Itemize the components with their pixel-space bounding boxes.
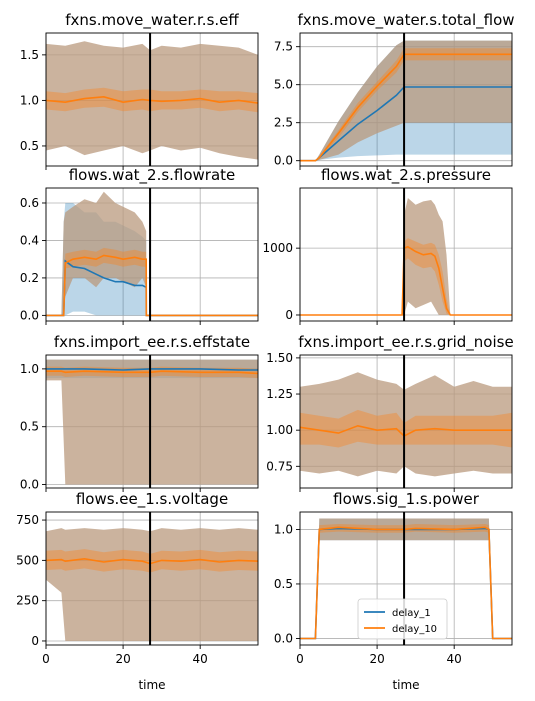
axes-frame (45, 511, 259, 646)
y-tick-label: 0.0 (20, 478, 39, 492)
x-tick-label: 0 (42, 652, 50, 666)
panel-2: 0.0 2.5 5.0 7.5 fxns.move_water.s.total_flow (274, 11, 515, 170)
y-tick-label: 1.0 (274, 522, 293, 536)
y-tick-label: 0.0 (274, 631, 293, 645)
axes-frame (45, 354, 259, 489)
y-tick-label: 0.5 (20, 420, 39, 434)
plot-area (46, 359, 258, 485)
y-tick-label: 0.4 (20, 233, 39, 247)
plot-area (46, 191, 258, 317)
plot-area (300, 518, 512, 640)
series-line-delay_10 (46, 254, 258, 317)
y-tick-label: 250 (16, 594, 39, 608)
axes-frame (299, 511, 513, 646)
band-outer-delay_10 (46, 359, 258, 485)
series-line-delay_10 (300, 526, 512, 640)
y-tick-label: 0 (285, 308, 293, 322)
panel-title: flows.ee_1.s.voltage (76, 490, 228, 509)
panel-1: 0.5 1.0 1.5 fxns.move_water.r.s.eff (20, 11, 259, 170)
plot-area (46, 41, 258, 160)
series-line-delay_10 (46, 557, 258, 565)
plot-area (300, 40, 512, 162)
band-outer-delay_10 (46, 191, 258, 316)
y-tick-label: 1.25 (266, 387, 293, 401)
panel-title: flows.wat_2.s.flowrate (69, 166, 236, 185)
band-inner-delay_10 (300, 48, 512, 161)
y-tick-label: 1.0 (20, 362, 39, 376)
x-tick-label: 20 (369, 652, 384, 666)
y-tick-label: 0 (31, 634, 39, 648)
plot-area (300, 198, 512, 316)
y-tick-label: 5.0 (274, 78, 293, 92)
panel-4: 0 1000 flows.wat_2.s.pressure (262, 166, 513, 325)
y-tick-label: 750 (16, 513, 39, 527)
panel-title: fxns.move_water.s.total_flow (297, 11, 514, 30)
band-outer-delay_10 (46, 528, 258, 641)
x-axis-label: time (138, 678, 165, 692)
axes-frame (299, 187, 513, 322)
y-tick-label: 0.75 (266, 459, 293, 473)
band-outer-delay_10 (300, 518, 512, 639)
y-tick-label: 0.0 (274, 154, 293, 168)
legend-box (357, 598, 448, 640)
panel-title: flows.wat_2.s.pressure (321, 166, 491, 185)
axes-frame (45, 32, 259, 167)
band-outer-delay_10 (300, 40, 512, 161)
y-tick-label: 500 (16, 553, 39, 567)
legend: delay_1 delay_10 (357, 598, 448, 640)
band-inner-delay_10 (300, 409, 512, 448)
y-tick-label: 0.6 (20, 196, 39, 210)
series-line-delay_1 (46, 368, 258, 371)
axes-frame (299, 354, 513, 489)
plot-area (300, 372, 512, 477)
x-tick-label: 40 (193, 652, 208, 666)
y-tick-label: 7.5 (274, 40, 293, 54)
x-tick-label: 20 (115, 652, 130, 666)
y-tick-label: 0.5 (20, 139, 39, 153)
series-line-delay_10 (46, 370, 258, 375)
panel-5: 0.0 0.5 1.0 fxns.import_ee.r.s.effstate (20, 333, 259, 492)
band-outer-delay_10 (300, 372, 512, 477)
band-inner-delay_10 (46, 549, 258, 573)
y-tick-label: 0.5 (274, 577, 293, 591)
x-tick-label: 0 (296, 652, 304, 666)
x-tick-label: 40 (447, 652, 462, 666)
y-tick-label: 2.5 (274, 116, 293, 130)
axes-frame (299, 32, 513, 167)
y-tick-label: 0.0 (20, 308, 39, 322)
legend-label-delay_10: delay_10 (392, 624, 437, 635)
series-line-delay_10 (300, 53, 512, 162)
band-inner-delay_10 (300, 238, 512, 315)
plot-area (46, 528, 258, 641)
panel-6: 0.75 1.00 1.25 1.50 fxns.import_ee.r.s.grid_… (266, 333, 514, 492)
panel-title: fxns.move_water.r.s.eff (65, 11, 239, 30)
band-inner-delay_10 (46, 247, 258, 316)
y-tick-label: 1.00 (266, 423, 293, 437)
x-axis-label: time (392, 678, 419, 692)
panel-title: fxns.import_ee.r.s.grid_noise (298, 333, 513, 352)
panel-title: fxns.import_ee.r.s.effstate (54, 333, 250, 352)
y-tick-label: 1.5 (20, 48, 39, 62)
band-outer-delay_10 (300, 198, 512, 315)
axes-frame (45, 187, 259, 322)
y-tick-label: 1.0 (20, 93, 39, 107)
panel-3: 0.0 0.2 0.4 0.6 flows.wat_2.s.flowrate (20, 166, 259, 325)
panel-title: flows.sig_1.s.power (333, 490, 480, 509)
legend-label-delay_1: delay_1 (392, 608, 431, 619)
y-tick-label: 1000 (262, 241, 293, 255)
y-tick-label: 0.2 (20, 271, 39, 285)
y-tick-label: 1.50 (266, 351, 293, 365)
